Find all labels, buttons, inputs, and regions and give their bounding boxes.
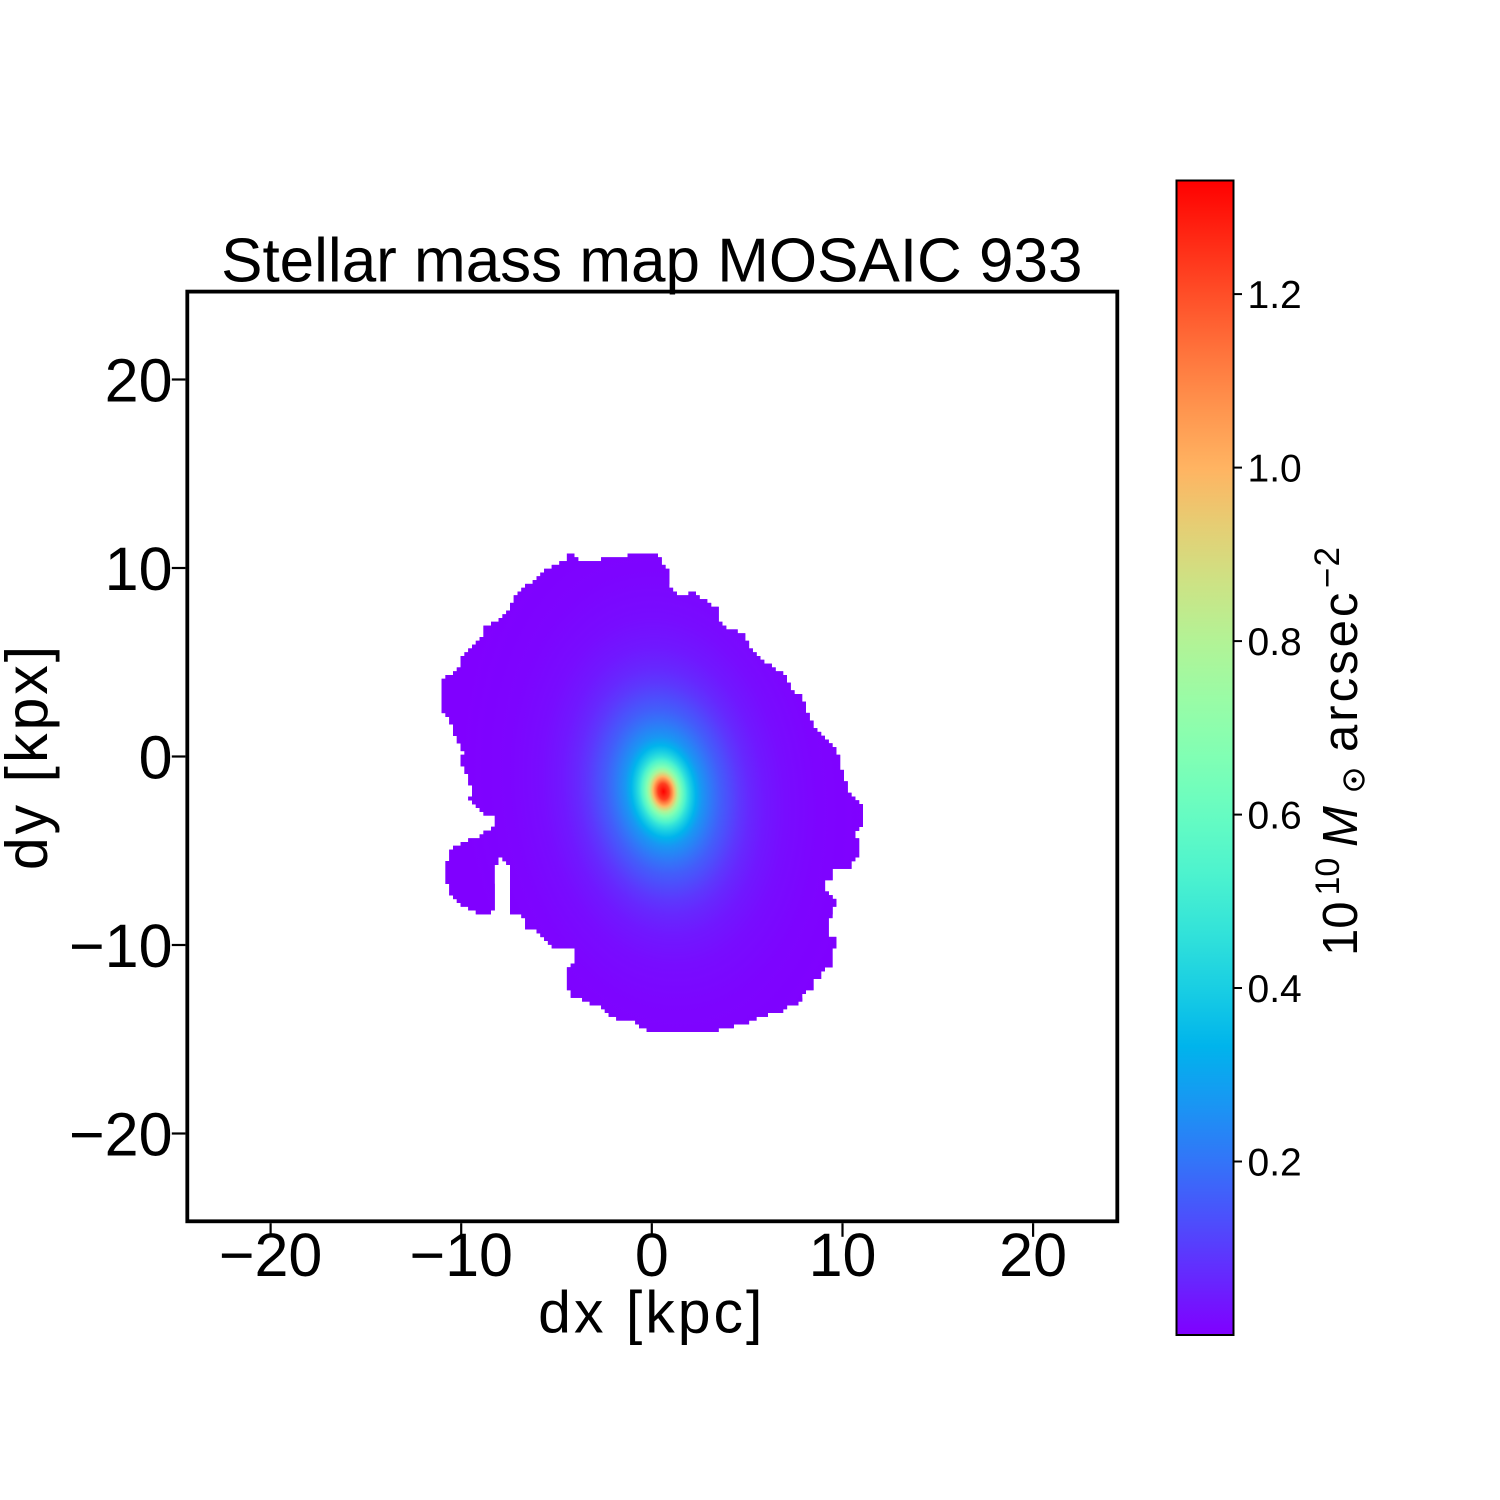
svg-text:arcsec: arcsec xyxy=(1314,590,1368,752)
svg-text:−20: −20 xyxy=(69,1100,172,1168)
svg-text:Stellar mass map MOSAIC 933: Stellar mass map MOSAIC 933 xyxy=(221,227,1082,296)
svg-text:1.0: 1.0 xyxy=(1248,447,1302,490)
svg-text:−10: −10 xyxy=(409,1221,512,1289)
svg-text:10: 10 xyxy=(1314,901,1368,956)
svg-text:10: 10 xyxy=(105,535,173,603)
svg-text:0.6: 0.6 xyxy=(1248,794,1302,837)
svg-text:−20: −20 xyxy=(219,1221,322,1289)
svg-text:10: 10 xyxy=(1309,858,1347,896)
svg-text:dy [kpx]: dy [kpx] xyxy=(0,643,60,870)
svg-text:dx [kpc]: dx [kpc] xyxy=(538,1280,765,1346)
svg-text:M: M xyxy=(1314,806,1368,847)
svg-text:0.4: 0.4 xyxy=(1248,968,1302,1011)
svg-text:−2: −2 xyxy=(1308,546,1347,588)
svg-text:20: 20 xyxy=(105,346,173,414)
svg-text:0: 0 xyxy=(635,1221,669,1289)
svg-text:0: 0 xyxy=(139,723,173,791)
svg-text:1.2: 1.2 xyxy=(1248,274,1302,317)
svg-text:0.8: 0.8 xyxy=(1248,621,1302,664)
svg-text:0.2: 0.2 xyxy=(1248,1141,1302,1184)
svg-text:10: 10 xyxy=(809,1221,877,1289)
svg-text:−10: −10 xyxy=(69,912,172,980)
svg-text:20: 20 xyxy=(999,1221,1067,1289)
